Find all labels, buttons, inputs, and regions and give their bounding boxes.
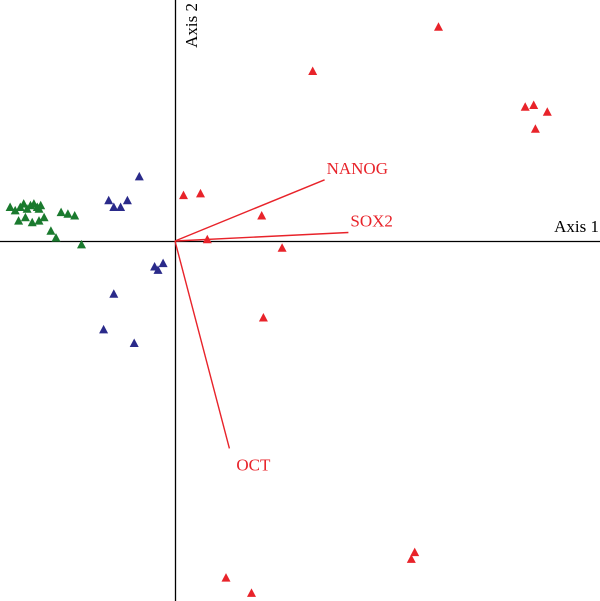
vector-line-oct [174,240,231,449]
point-series3-4 [529,100,539,109]
vector-label-nanog: NANOG [327,159,388,178]
point-series1-13 [27,217,37,227]
vector-line-nanog [174,179,325,242]
point-series3-14 [406,554,416,563]
point-series2-5 [134,171,144,181]
point-series3-11 [277,243,287,252]
data-points [5,22,552,597]
point-series1-18 [56,207,66,217]
point-series1-15 [39,212,49,222]
vector-label-sox2: SOX2 [350,212,393,231]
point-series1-20 [70,211,80,220]
y-axis-title: Axis 2 [182,3,201,48]
point-series2-1 [104,195,114,205]
point-series1-12 [20,212,30,222]
point-series3-6 [530,124,540,133]
loading-vectors: NANOG SOX2 OCT [174,159,393,474]
point-series2-4 [122,195,132,205]
point-series3-12 [258,313,268,322]
vector-line-sox2 [174,231,349,242]
point-series1-21 [77,239,86,249]
point-series1-1 [5,202,15,211]
point-series1-16 [46,226,56,235]
point-series1-10 [36,200,46,210]
point-series3-10 [202,234,212,244]
point-series3-13 [410,547,420,557]
point-series2-2 [109,202,119,211]
point-series3-16 [247,588,256,597]
point-series2-8 [158,258,168,268]
point-series2-11 [129,338,139,347]
point-series1-11 [14,216,24,225]
point-series3-8 [196,188,205,198]
vector-label-oct: OCT [236,455,271,474]
point-series2-3 [116,202,126,211]
point-series3-7 [179,190,188,200]
point-series1-17 [51,233,61,242]
x-axis-title: Axis 1 [554,217,599,236]
point-series1-2 [10,205,20,215]
point-series3-3 [520,102,530,111]
point-series3-15 [221,573,231,582]
point-series2-10 [99,324,109,334]
point-series3-9 [257,211,267,220]
point-series1-4 [19,199,29,208]
point-series1-19 [63,209,73,218]
point-series2-9 [109,289,119,298]
point-series2-7 [153,265,163,274]
point-series3-1 [434,22,443,31]
point-series1-14 [34,216,44,225]
point-series3-2 [308,66,318,75]
point-series3-5 [542,107,552,116]
